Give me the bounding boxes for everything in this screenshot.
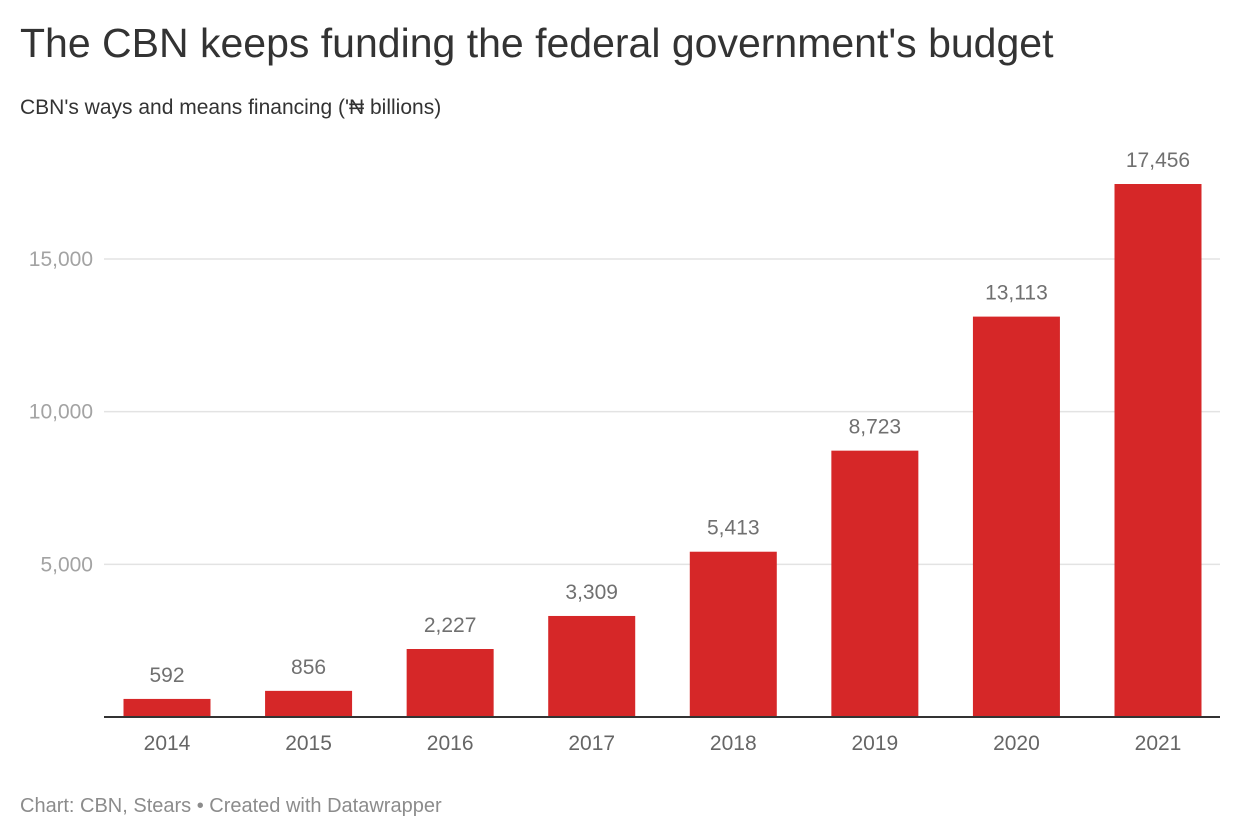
x-tick-label: 2016 [427,732,474,755]
bar [123,698,211,717]
bar [406,649,494,717]
bar [972,316,1060,717]
chart-title: The CBN keeps funding the federal govern… [20,20,1054,66]
data-label: 8,723 [849,416,902,439]
chart-subtitle: CBN's ways and means financing ('₦ billi… [20,96,442,119]
x-tick-label: 2021 [1135,732,1182,755]
bar [265,690,353,717]
data-label: 5,413 [707,517,760,540]
x-tick-label: 2018 [710,732,757,755]
bar [689,551,777,717]
x-tick-label: 2014 [144,732,191,755]
x-tick-label: 2019 [851,732,898,755]
chart-source-credit: Chart: CBN, Stears • Created with Datawr… [20,795,442,817]
y-tick-label: 10,000 [29,401,93,424]
data-label: 13,113 [985,282,1048,305]
data-label: 3,309 [565,581,618,604]
x-tick-label: 2020 [993,732,1040,755]
data-label: 2,227 [424,614,477,637]
bar [831,450,919,717]
bar [1114,184,1202,717]
data-label: 17,456 [1126,149,1190,172]
x-tick-label: 2015 [285,732,332,755]
data-label: 592 [149,664,184,687]
data-label: 856 [291,656,326,679]
y-tick-label: 15,000 [29,248,93,271]
x-tick-label: 2017 [568,732,615,755]
bar [548,615,636,717]
y-tick-label: 5,000 [40,553,93,576]
